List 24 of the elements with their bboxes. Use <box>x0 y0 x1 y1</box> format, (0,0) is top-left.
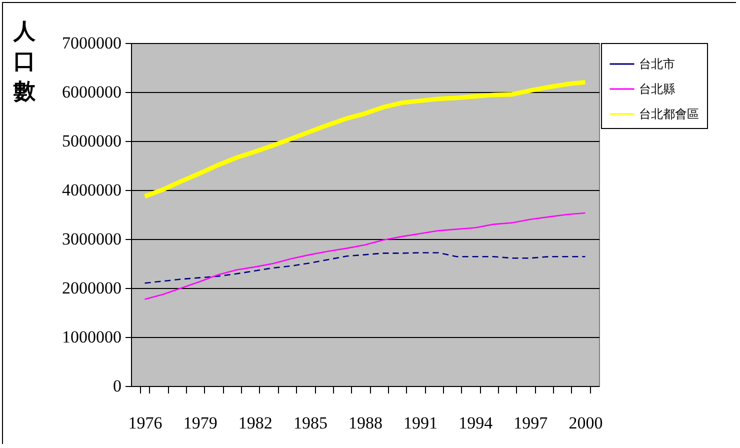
x-tick-label: 1979 <box>183 414 218 432</box>
line-series <box>142 80 588 199</box>
y-axis-title: 人口數 <box>12 18 36 104</box>
x-tick-label: 1994 <box>458 414 494 432</box>
x-tick-label: 1997 <box>514 414 548 432</box>
line-series <box>144 212 586 300</box>
y-tick-label: 1000000 <box>62 328 122 346</box>
y-tick-label: 7000000 <box>62 34 122 52</box>
y-tick-label: 5000000 <box>62 132 122 150</box>
x-tick-label: 1982 <box>238 414 272 432</box>
x-tick-label: 1985 <box>293 414 328 432</box>
y-tick-label: 6000000 <box>62 82 122 102</box>
x-tick-label: 1991 <box>404 414 438 432</box>
line-series <box>144 252 586 284</box>
y-tick-label: 3000000 <box>62 230 122 248</box>
legend-label: 台北市 <box>639 57 675 71</box>
y-tick-label: 2000000 <box>62 278 122 298</box>
y-tick-label: 4000000 <box>62 180 122 200</box>
legend-label: 台北縣 <box>639 82 675 96</box>
legend-label: 台北都會區 <box>639 107 699 121</box>
x-tick-label: 1976 <box>128 414 162 432</box>
x-tick-label: 1988 <box>348 414 382 432</box>
x-tick-label: 2000 <box>568 414 603 432</box>
y-tick-label: 0 <box>113 376 122 396</box>
